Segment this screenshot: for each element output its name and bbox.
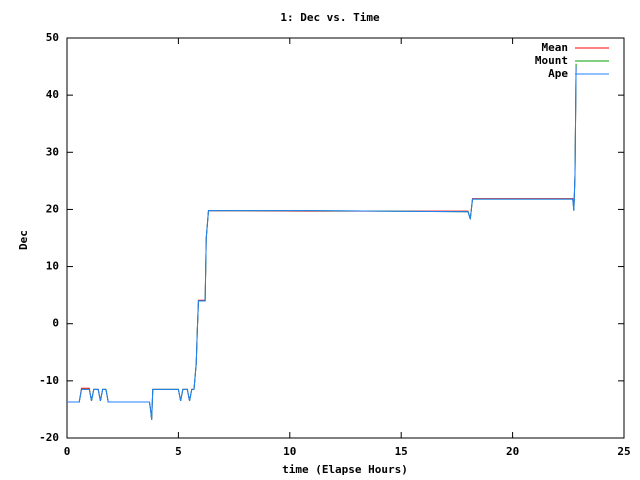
y-tick-label: 10 bbox=[46, 260, 59, 273]
y-tick-label: 0 bbox=[52, 317, 59, 330]
y-tick-label: 30 bbox=[46, 145, 59, 158]
y-tick-label: 40 bbox=[46, 88, 59, 101]
legend-label: Mount bbox=[535, 54, 568, 67]
x-tick-label: 20 bbox=[506, 445, 519, 458]
y-tick-label: -10 bbox=[39, 374, 59, 387]
x-tick-label: 5 bbox=[175, 445, 182, 458]
legend-label: Mean bbox=[542, 41, 569, 54]
x-axis-label: time (Elapse Hours) bbox=[282, 463, 408, 476]
y-tick-label: -20 bbox=[39, 431, 59, 444]
legend-label: Ape bbox=[548, 67, 568, 80]
chart-title: 1: Dec vs. Time bbox=[280, 11, 380, 24]
x-tick-label: 25 bbox=[617, 445, 630, 458]
x-tick-label: 15 bbox=[395, 445, 408, 458]
x-tick-label: 0 bbox=[64, 445, 71, 458]
y-tick-label: 50 bbox=[46, 31, 59, 44]
x-tick-label: 10 bbox=[283, 445, 296, 458]
y-tick-label: 20 bbox=[46, 202, 59, 215]
series-line bbox=[67, 66, 577, 420]
y-axis-label: Dec bbox=[17, 230, 30, 250]
plot-frame bbox=[66, 37, 625, 439]
